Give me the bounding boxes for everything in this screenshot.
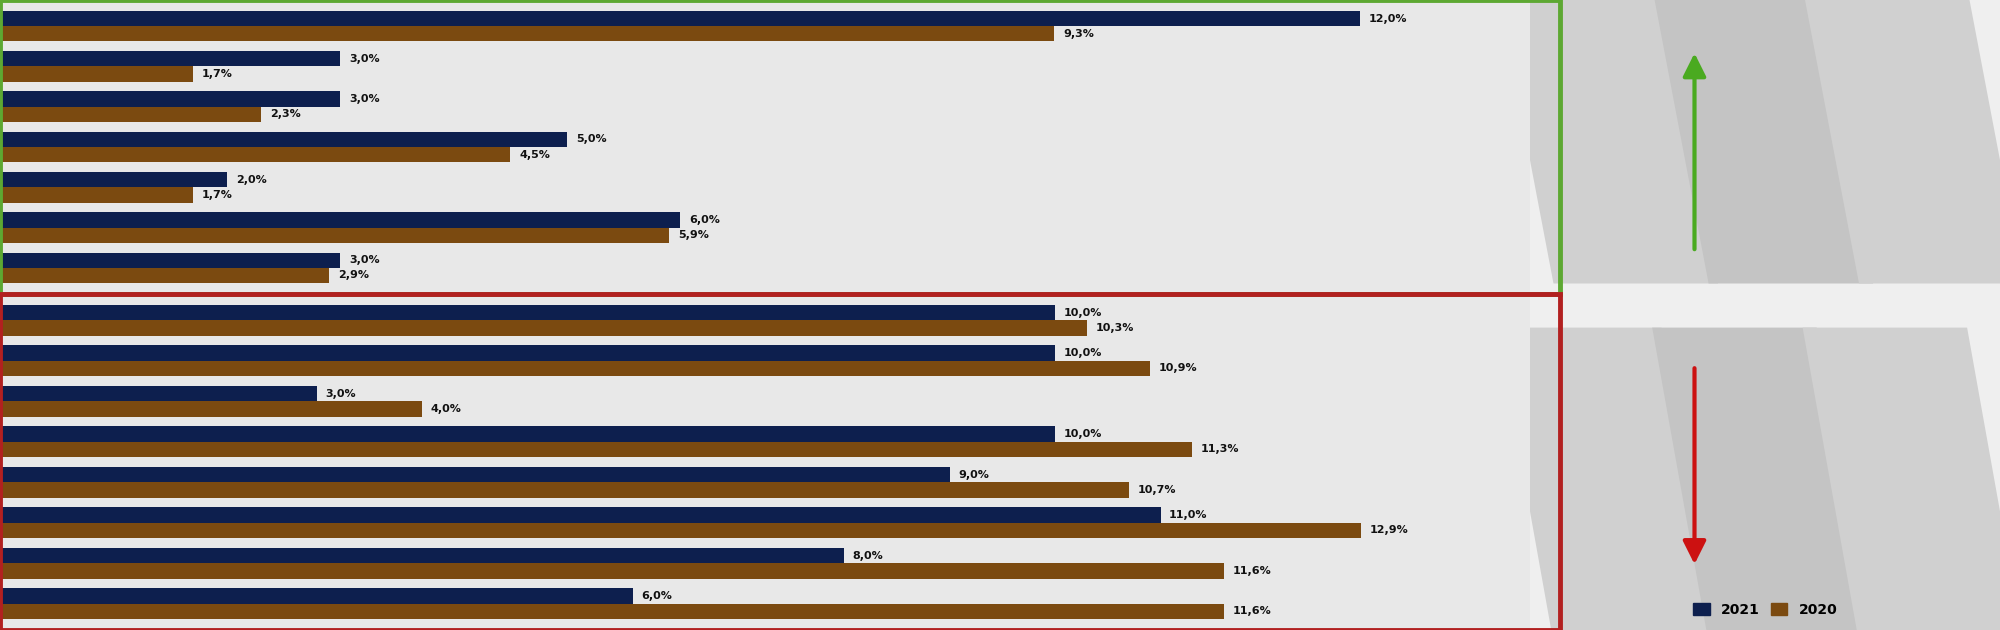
Text: 11,3%: 11,3% <box>1200 444 1240 454</box>
Text: 11,6%: 11,6% <box>1232 607 1272 616</box>
Bar <box>0 187 192 203</box>
Bar <box>0 51 340 66</box>
Bar <box>0 66 192 82</box>
Text: 3,0%: 3,0% <box>324 389 356 399</box>
Text: 9,3%: 9,3% <box>1064 29 1094 39</box>
Bar <box>0 305 1056 320</box>
Bar <box>0 427 1056 442</box>
Text: 8,0%: 8,0% <box>852 551 884 561</box>
Polygon shape <box>1652 0 1874 284</box>
Bar <box>0 268 328 283</box>
Bar <box>0 91 340 106</box>
Text: 9,0%: 9,0% <box>958 469 988 479</box>
Bar <box>0 401 422 416</box>
Text: 3,0%: 3,0% <box>350 94 380 104</box>
Text: 10,3%: 10,3% <box>1096 323 1134 333</box>
Text: 12,9%: 12,9% <box>1370 525 1408 536</box>
Text: 10,0%: 10,0% <box>1064 348 1102 358</box>
Text: 1,7%: 1,7% <box>202 190 232 200</box>
Bar <box>0 212 680 227</box>
Polygon shape <box>1802 0 2000 284</box>
Text: 10,9%: 10,9% <box>1158 364 1198 374</box>
Bar <box>0 320 1086 336</box>
Bar <box>0 604 1224 619</box>
Text: 4,0%: 4,0% <box>430 404 462 414</box>
Bar <box>0 507 1160 523</box>
Bar <box>0 147 510 163</box>
Bar <box>0 588 634 604</box>
Text: 5,0%: 5,0% <box>576 134 606 144</box>
Bar <box>0 548 844 563</box>
Bar <box>0 563 1224 578</box>
Text: 11,6%: 11,6% <box>1232 566 1272 576</box>
Text: 1,7%: 1,7% <box>202 69 232 79</box>
Bar <box>0 467 950 482</box>
Bar <box>0 172 226 187</box>
Text: 2,3%: 2,3% <box>270 110 300 119</box>
Bar <box>0 106 260 122</box>
Text: 10,0%: 10,0% <box>1064 307 1102 318</box>
Text: 3,0%: 3,0% <box>350 255 380 265</box>
Bar <box>0 11 1360 26</box>
Bar <box>0 26 1054 42</box>
Text: 4,5%: 4,5% <box>520 150 550 159</box>
Text: 6,0%: 6,0% <box>642 591 672 601</box>
Text: 10,7%: 10,7% <box>1138 485 1176 495</box>
Text: 12,0%: 12,0% <box>1370 13 1408 23</box>
Text: 5,9%: 5,9% <box>678 230 708 240</box>
Polygon shape <box>1802 328 2000 630</box>
Bar <box>0 523 1362 538</box>
Bar <box>0 386 316 401</box>
Legend: 2021, 2020: 2021, 2020 <box>1692 603 1838 617</box>
Text: 11,0%: 11,0% <box>1170 510 1208 520</box>
Bar <box>0 345 1056 361</box>
Polygon shape <box>1498 328 1718 630</box>
Bar <box>0 442 1192 457</box>
Text: 2,0%: 2,0% <box>236 175 266 185</box>
Bar <box>0 482 1130 498</box>
Bar <box>0 361 1150 376</box>
Bar <box>0 253 340 268</box>
Text: 2,9%: 2,9% <box>338 270 368 280</box>
Bar <box>0 132 566 147</box>
Text: 10,0%: 10,0% <box>1064 429 1102 439</box>
Polygon shape <box>1652 328 1874 630</box>
Text: 3,0%: 3,0% <box>350 54 380 64</box>
Bar <box>0 227 668 243</box>
Text: 6,0%: 6,0% <box>690 215 720 225</box>
Polygon shape <box>1498 0 1718 284</box>
